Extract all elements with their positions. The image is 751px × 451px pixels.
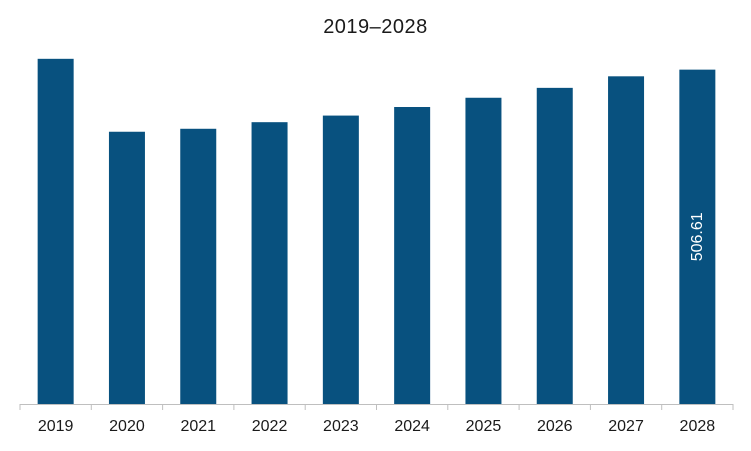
bar-2019: [37, 58, 74, 404]
x-tick-label-2028: 2028: [680, 418, 716, 435]
x-tick-label-2021: 2021: [180, 418, 216, 435]
bar-2021: [180, 128, 217, 404]
bar-2025: [465, 97, 502, 404]
bar-2028: [679, 69, 716, 404]
x-tick-label-2019: 2019: [38, 418, 74, 435]
bar-2027: [608, 76, 645, 404]
bar-2026: [536, 87, 573, 405]
bar-2020: [108, 131, 145, 404]
x-tick-label-2025: 2025: [466, 418, 502, 435]
chart-title: 2019–2028: [323, 16, 428, 38]
x-tick-label-2024: 2024: [394, 418, 430, 435]
data-label-2028: 506.61: [689, 212, 706, 261]
bar-2024: [394, 107, 431, 404]
x-tick-label-2020: 2020: [109, 418, 145, 435]
x-tick-label-2027: 2027: [608, 418, 644, 435]
bar-2023: [322, 115, 359, 404]
x-tick-label-2026: 2026: [537, 418, 573, 435]
x-tick-label-2023: 2023: [323, 418, 359, 435]
x-tick-label-2022: 2022: [252, 418, 288, 435]
bar-2022: [251, 122, 288, 405]
